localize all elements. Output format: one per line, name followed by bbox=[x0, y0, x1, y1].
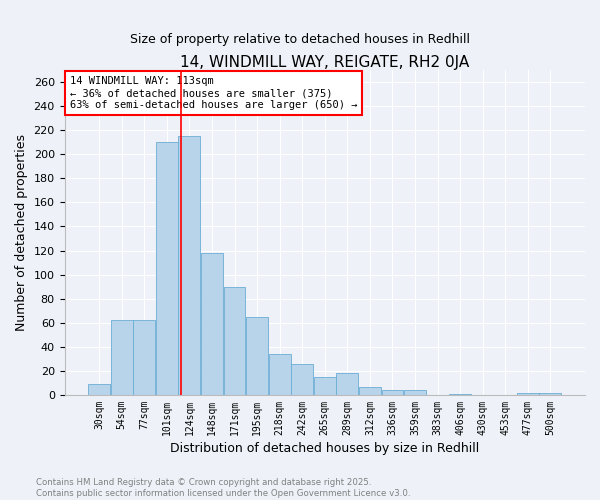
Bar bbox=[88, 384, 110, 395]
Bar bbox=[133, 320, 155, 395]
Bar bbox=[382, 390, 403, 395]
Bar bbox=[517, 392, 539, 395]
Text: 14 WINDMILL WAY: 113sqm
← 36% of detached houses are smaller (375)
63% of semi-d: 14 WINDMILL WAY: 113sqm ← 36% of detache… bbox=[70, 76, 357, 110]
Bar bbox=[156, 142, 178, 395]
Y-axis label: Number of detached properties: Number of detached properties bbox=[15, 134, 28, 331]
Text: Contains HM Land Registry data © Crown copyright and database right 2025.
Contai: Contains HM Land Registry data © Crown c… bbox=[36, 478, 410, 498]
Bar bbox=[246, 316, 268, 395]
Bar bbox=[269, 354, 290, 395]
Bar bbox=[224, 286, 245, 395]
Bar bbox=[314, 377, 336, 395]
Bar bbox=[201, 253, 223, 395]
Title: 14, WINDMILL WAY, REIGATE, RH2 0JA: 14, WINDMILL WAY, REIGATE, RH2 0JA bbox=[180, 55, 469, 70]
Bar bbox=[111, 320, 133, 395]
Bar bbox=[291, 364, 313, 395]
Bar bbox=[178, 136, 200, 395]
Bar bbox=[404, 390, 426, 395]
Text: Size of property relative to detached houses in Redhill: Size of property relative to detached ho… bbox=[130, 32, 470, 46]
X-axis label: Distribution of detached houses by size in Redhill: Distribution of detached houses by size … bbox=[170, 442, 479, 455]
Bar bbox=[359, 386, 381, 395]
Bar bbox=[337, 374, 358, 395]
Bar bbox=[449, 394, 471, 395]
Bar bbox=[539, 392, 562, 395]
